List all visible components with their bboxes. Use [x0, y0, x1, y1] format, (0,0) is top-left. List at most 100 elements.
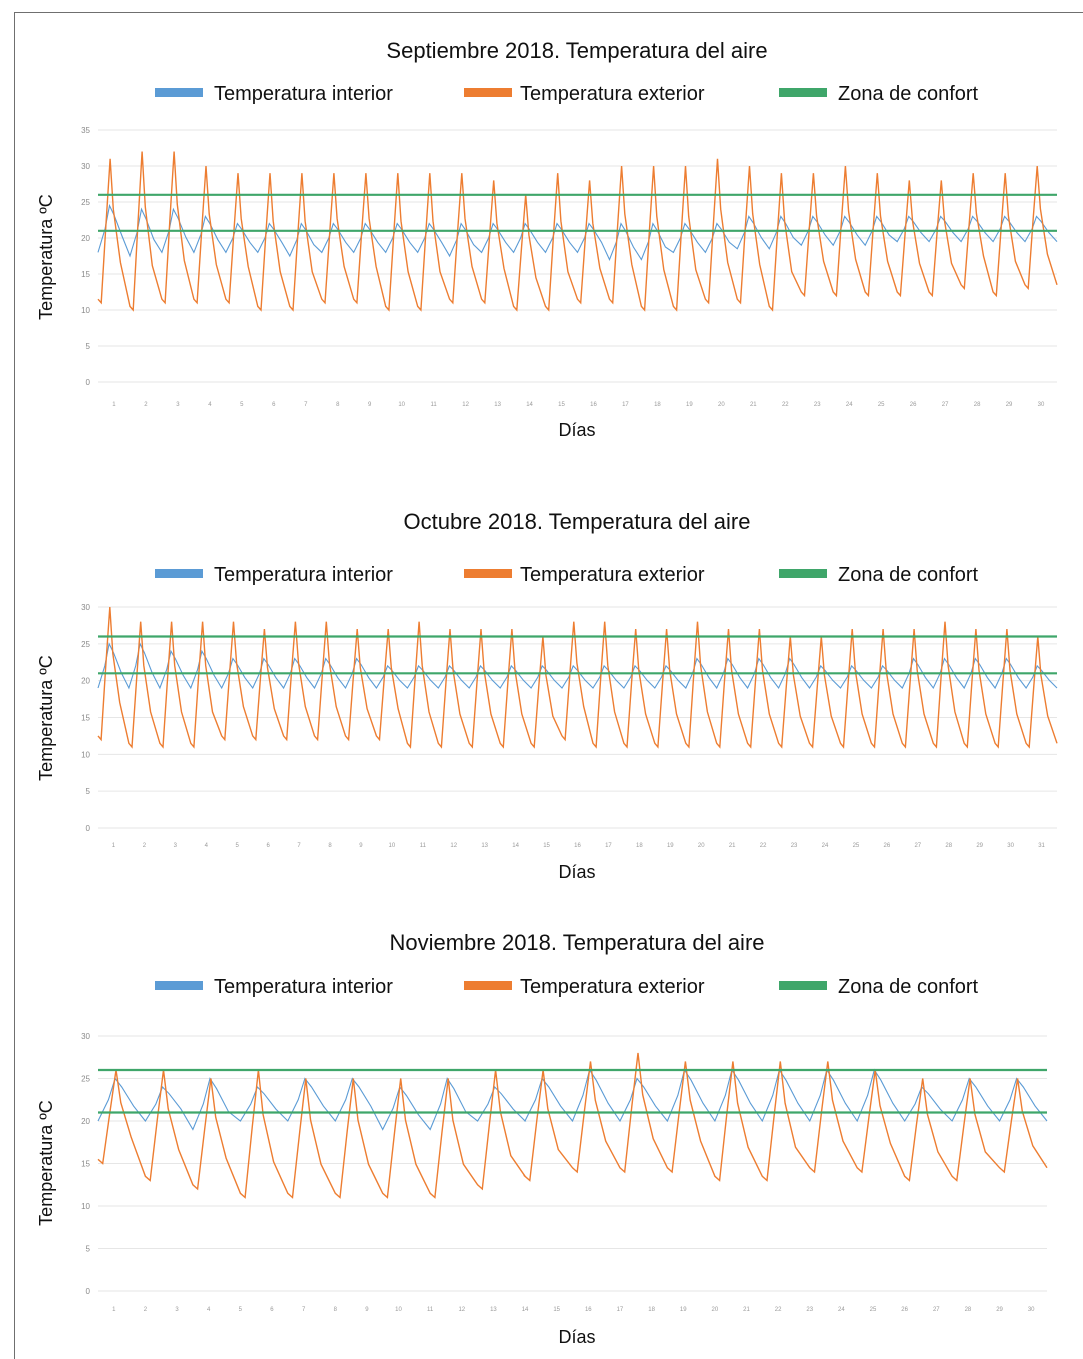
x-tick-label: 18	[648, 1307, 655, 1313]
x-tick-label: 10	[395, 1307, 402, 1313]
legend-exterior-swatch	[464, 981, 512, 990]
x-tick-label: 9	[368, 402, 372, 408]
legend-exterior-swatch	[464, 88, 512, 97]
x-tick-label: 12	[450, 843, 457, 849]
y-tick-label: 25	[81, 1075, 90, 1084]
x-tick-label: 12	[462, 402, 469, 408]
y-tick-label: 25	[81, 198, 90, 207]
x-axis-label: Días	[558, 420, 595, 440]
legend-exterior-label: Temperatura exterior	[520, 564, 705, 586]
legend-exterior: Temperatura exterior	[464, 83, 705, 105]
x-axis-label: Días	[558, 862, 595, 882]
x-tick-label: 17	[605, 843, 612, 849]
x-tick-label: 14	[522, 1307, 529, 1313]
x-tick-label: 18	[636, 843, 643, 849]
x-tick-label: 23	[791, 843, 798, 849]
legend-interior-swatch	[155, 981, 203, 990]
x-tick-label: 28	[945, 843, 952, 849]
x-tick-label: 14	[526, 402, 533, 408]
legend-exterior-swatch	[464, 569, 512, 578]
x-tick-label: 16	[574, 843, 581, 849]
x-tick-label: 10	[389, 843, 396, 849]
y-tick-label: 30	[81, 162, 90, 171]
x-tick-label: 4	[208, 402, 212, 408]
series-line-interior	[97, 203, 1058, 262]
x-tick-label: 26	[910, 402, 917, 408]
x-tick-label: 2	[143, 843, 147, 849]
x-tick-label: 22	[775, 1307, 782, 1313]
x-tick-label: 1	[112, 402, 116, 408]
y-tick-label: 15	[81, 714, 90, 723]
x-tick-label: 28	[965, 1307, 972, 1313]
series-line-exterior	[97, 151, 1058, 312]
x-tick-label: 24	[822, 843, 829, 849]
x-tick-label: 5	[236, 843, 240, 849]
legend-interior: Temperatura interior	[155, 564, 393, 586]
x-tick-label: 2	[144, 402, 148, 408]
x-tick-label: 3	[176, 402, 180, 408]
x-tick-label: 6	[272, 402, 276, 408]
x-tick-label: 26	[884, 843, 891, 849]
x-tick-label: 11	[427, 1307, 434, 1313]
x-tick-label: 1	[112, 843, 116, 849]
x-tick-label: 24	[846, 402, 853, 408]
y-axis-label: Temperatura ºC	[36, 194, 56, 320]
y-tick-label: 20	[81, 677, 90, 686]
x-tick-label: 6	[270, 1307, 274, 1313]
x-tick-label: 25	[870, 1307, 877, 1313]
y-tick-label: 0	[86, 824, 91, 833]
y-tick-label: 5	[86, 342, 91, 351]
legend-exterior-label: Temperatura exterior	[520, 83, 705, 105]
legend-comfort-swatch	[779, 569, 827, 578]
x-tick-label: 24	[838, 1307, 845, 1313]
x-tick-label: 20	[698, 843, 705, 849]
series-line-exterior	[97, 1052, 1048, 1199]
x-tick-label: 12	[458, 1307, 465, 1313]
chart-title: Octubre 2018. Temperatura del aire	[404, 509, 751, 534]
y-tick-label: 15	[81, 1160, 90, 1169]
x-axis-label: Días	[558, 1327, 595, 1347]
legend-interior: Temperatura interior	[155, 83, 393, 105]
chart-panel-2: Octubre 2018. Temperatura del aire Temper…	[36, 509, 1058, 882]
x-tick-label: 15	[558, 402, 565, 408]
x-tick-label: 29	[976, 843, 983, 849]
x-tick-label: 7	[297, 843, 301, 849]
legend-comfort-label: Zona de confort	[838, 83, 979, 105]
x-tick-label: 29	[1006, 402, 1013, 408]
x-tick-label: 10	[398, 402, 405, 408]
x-tick-label: 9	[359, 843, 363, 849]
x-tick-label: 11	[431, 402, 438, 408]
legend-interior-label: Temperatura interior	[214, 564, 393, 586]
y-tick-label: 5	[86, 787, 91, 796]
y-tick-label: 35	[81, 126, 90, 135]
x-tick-label: 27	[933, 1307, 940, 1313]
legend-interior-label: Temperatura interior	[214, 976, 393, 998]
legend-comfort-label: Zona de confort	[838, 564, 979, 586]
x-tick-label: 15	[553, 1307, 560, 1313]
x-tick-label: 23	[806, 1307, 813, 1313]
x-tick-label: 18	[654, 402, 661, 408]
x-tick-label: 8	[334, 1307, 338, 1313]
x-tick-label: 17	[622, 402, 629, 408]
x-tick-label: 13	[494, 402, 501, 408]
y-tick-label: 25	[81, 640, 90, 649]
x-tick-label: 19	[667, 843, 674, 849]
x-tick-label: 15	[543, 843, 550, 849]
y-axis-label: Temperatura ºC	[36, 1100, 56, 1226]
x-tick-label: 25	[878, 402, 885, 408]
chart-title: Septiembre 2018. Temperatura del aire	[386, 38, 767, 63]
x-tick-label: 20	[712, 1307, 719, 1313]
x-tick-label: 21	[743, 1307, 750, 1313]
x-tick-label: 4	[207, 1307, 211, 1313]
legend-interior: Temperatura interior	[155, 976, 393, 998]
x-tick-label: 5	[239, 1307, 243, 1313]
series-line-interior	[97, 642, 1058, 690]
x-tick-label: 3	[175, 1307, 179, 1313]
x-tick-label: 6	[266, 843, 270, 849]
x-tick-label: 29	[996, 1307, 1003, 1313]
x-tick-label: 20	[718, 402, 725, 408]
x-tick-label: 13	[490, 1307, 497, 1313]
legend-exterior-label: Temperatura exterior	[520, 976, 705, 998]
x-tick-label: 17	[617, 1307, 624, 1313]
x-tick-label: 4	[205, 843, 209, 849]
